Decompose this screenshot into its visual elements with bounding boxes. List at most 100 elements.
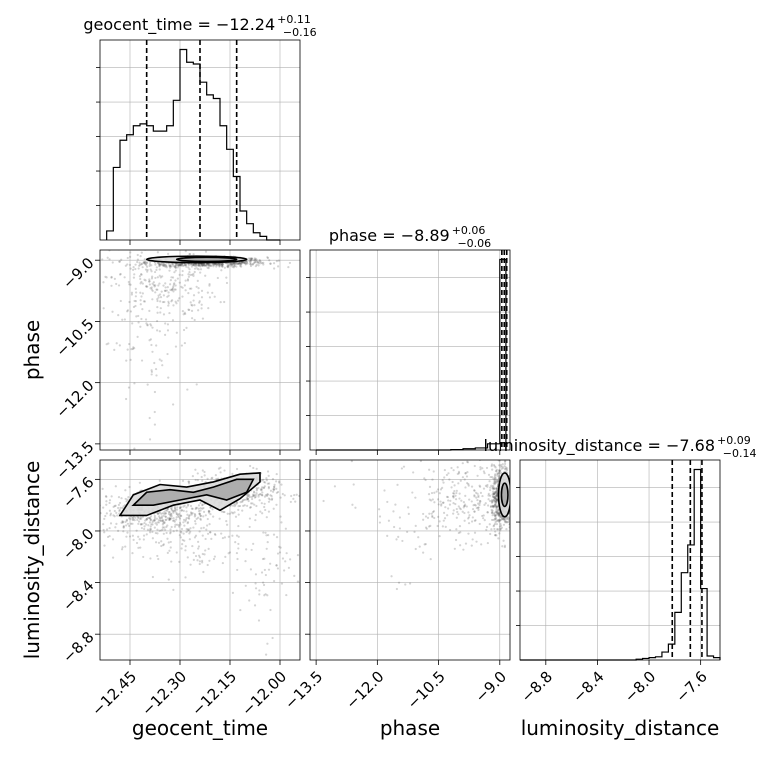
scatter-point: [137, 522, 140, 525]
scatter-point: [203, 474, 206, 477]
scatter-point: [263, 594, 266, 597]
scatter-point: [178, 297, 181, 300]
scatter-point: [194, 522, 197, 525]
scatter-point: [174, 265, 177, 268]
scatter-point: [172, 517, 175, 520]
scatter-point: [199, 265, 202, 268]
scatter-point: [143, 258, 146, 261]
scatter-point: [431, 510, 435, 514]
scatter-point: [169, 546, 172, 549]
scatter-point: [174, 300, 177, 303]
scatter-point: [201, 264, 204, 267]
scatter-point: [161, 262, 164, 265]
scatter-point: [333, 485, 337, 488]
scatter-point: [505, 469, 509, 472]
scatter-point: [249, 262, 252, 266]
scatter-point: [181, 269, 184, 273]
scatter-point: [426, 516, 430, 519]
scatter-point: [502, 523, 506, 526]
scatter-point: [135, 541, 139, 545]
scatter-point: [467, 484, 470, 487]
scatter-point: [262, 486, 266, 489]
scatter-point: [237, 261, 240, 265]
scatter-point: [474, 504, 477, 507]
scatter-point: [167, 304, 170, 307]
scatter-point: [179, 506, 182, 510]
scatter-point: [148, 529, 151, 532]
scatter-point: [507, 516, 510, 519]
scatter-point: [493, 483, 497, 486]
scatter-point: [461, 462, 464, 465]
scatter-point: [121, 546, 124, 549]
scatter-point: [494, 469, 498, 473]
scatter-point: [191, 507, 194, 510]
scatter-point: [201, 561, 204, 564]
scatter-point: [182, 521, 185, 524]
scatter-point: [250, 495, 253, 499]
scatter-point: [505, 521, 508, 524]
scatter-point: [217, 263, 220, 266]
scatter-point: [166, 508, 169, 511]
scatter-point: [108, 526, 111, 530]
scatter-point: [287, 566, 291, 569]
scatter-point: [237, 513, 240, 516]
scatter-point: [118, 508, 121, 511]
scatter-point: [244, 261, 247, 264]
scatter-point: [167, 291, 170, 294]
scatter-point: [491, 468, 494, 471]
scatter-point: [202, 515, 205, 518]
scatter-point: [178, 506, 182, 509]
scatter-point: [151, 521, 154, 524]
scatter-point: [128, 283, 131, 286]
scatter-point: [499, 469, 502, 472]
scatter-point: [219, 471, 222, 474]
scatter-point: [187, 308, 190, 311]
scatter-point: [463, 504, 466, 508]
scatter-point: [120, 521, 123, 524]
scatter-point: [495, 498, 498, 501]
scatter-point: [110, 495, 113, 498]
scatter-point: [105, 512, 108, 515]
scatter-point: [165, 525, 168, 528]
scatter-point: [174, 288, 177, 291]
scatter-point: [265, 534, 268, 537]
scatter-point: [154, 276, 157, 280]
scatter-point: [464, 472, 467, 475]
scatter-point: [177, 263, 180, 266]
scatter-point: [436, 498, 440, 501]
scatter-point: [233, 263, 236, 266]
scatter-point: [173, 265, 176, 268]
scatter-point: [296, 580, 299, 583]
scatter-point: [249, 260, 252, 263]
scatter-point: [255, 492, 258, 495]
scatter-point: [483, 519, 486, 522]
scatter-point: [459, 508, 462, 511]
scatter-point: [262, 263, 265, 266]
scatter-point: [492, 492, 495, 495]
scatter-point: [495, 510, 498, 513]
scatter-point: [492, 505, 495, 508]
scatter-point: [458, 507, 461, 510]
scatter-point: [112, 514, 115, 517]
scatter-point: [492, 493, 495, 496]
scatter-point: [504, 467, 508, 471]
scatter-point: [233, 505, 236, 508]
scatter-point: [259, 262, 262, 265]
xlabel-luminosity-distance: luminosity_distance: [521, 716, 720, 740]
scatter-point: [498, 470, 501, 473]
scatter-point: [192, 264, 195, 267]
scatter-point: [504, 466, 508, 469]
scatter-point: [456, 472, 459, 475]
scatter-point: [284, 560, 287, 563]
scatter-point: [196, 267, 199, 270]
scatter-point: [489, 505, 493, 508]
scatter-point: [187, 517, 191, 520]
scatter-point: [173, 265, 176, 268]
scatter-point: [237, 547, 240, 550]
scatter-point: [227, 535, 230, 538]
scatter-point: [483, 472, 486, 475]
scatter-point: [124, 489, 127, 492]
scatter-point: [439, 500, 442, 503]
scatter-point: [172, 304, 175, 307]
scatter-point: [497, 474, 501, 478]
